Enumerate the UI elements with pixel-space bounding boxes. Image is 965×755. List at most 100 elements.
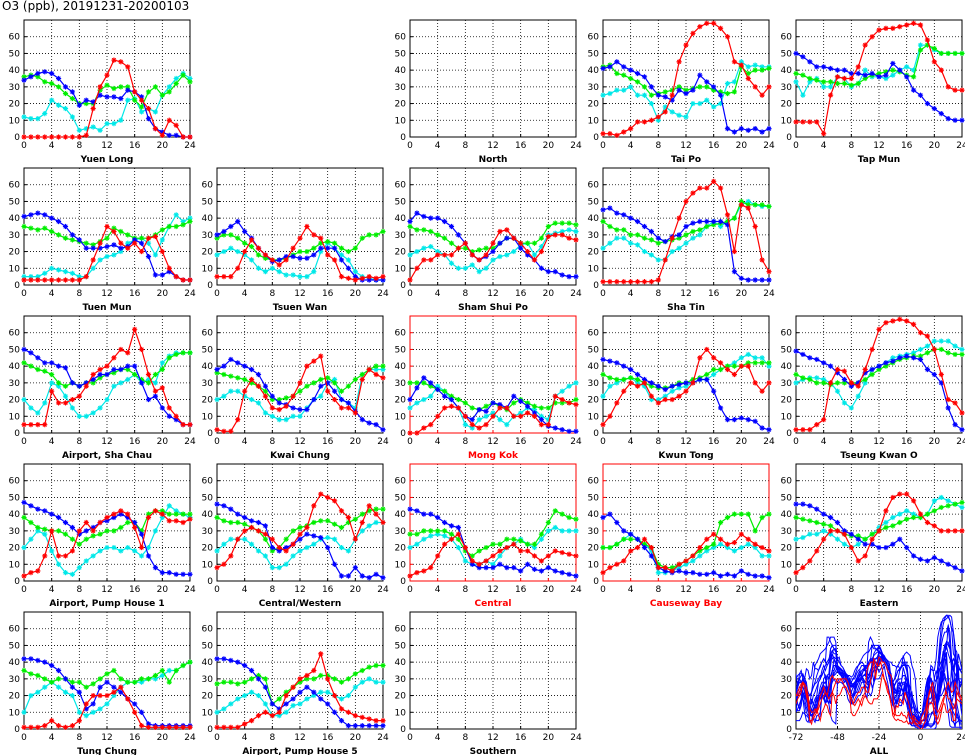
- data-point: [524, 252, 531, 258]
- data-point: [676, 59, 682, 65]
- data-point: [821, 511, 827, 517]
- data-point: [821, 360, 827, 366]
- x-tick-label: 0: [214, 733, 220, 743]
- data-point: [76, 718, 82, 724]
- data-point: [841, 380, 848, 386]
- data-point: [28, 536, 34, 542]
- panel-label: Yuen Long: [80, 155, 134, 165]
- data-point: [55, 383, 62, 389]
- y-tick-label: 40: [781, 362, 793, 372]
- x-tick-label: 20: [543, 437, 555, 447]
- data-point: [552, 232, 558, 238]
- data-point: [283, 257, 289, 263]
- data-point: [21, 213, 27, 220]
- y-tick-label: 0: [207, 725, 213, 735]
- data-point: [55, 134, 62, 140]
- data-point: [228, 724, 234, 730]
- data-point: [752, 573, 758, 579]
- data-point: [759, 425, 765, 431]
- data-point: [138, 346, 145, 353]
- x-tick-label: 20: [157, 141, 169, 151]
- data-point: [655, 570, 661, 576]
- data-point: [352, 274, 358, 280]
- panel-label: Causeway Bay: [650, 599, 722, 609]
- data-point: [690, 30, 696, 36]
- data-point: [538, 248, 545, 255]
- data-point: [455, 396, 462, 403]
- data-point: [910, 498, 917, 504]
- data-point: [441, 405, 448, 411]
- y-tick-label: 40: [395, 510, 407, 520]
- data-point: [173, 571, 179, 577]
- data-point: [945, 405, 951, 411]
- data-point: [159, 92, 165, 98]
- data-point: [290, 253, 296, 260]
- data-point: [552, 508, 558, 514]
- data-point: [380, 718, 386, 724]
- y-tick-label: 50: [202, 197, 214, 207]
- x-tick-label: 8: [848, 437, 854, 447]
- data-point: [214, 681, 220, 687]
- panel-label: Tuen Mun: [83, 303, 132, 313]
- data-point: [559, 396, 565, 403]
- data-point: [290, 684, 296, 690]
- data-point: [345, 692, 352, 699]
- data-point: [766, 575, 772, 581]
- data-point: [262, 269, 269, 275]
- data-point: [366, 523, 372, 529]
- data-point: [221, 706, 227, 712]
- data-point: [35, 227, 41, 233]
- data-point: [559, 427, 565, 433]
- data-point: [76, 237, 82, 243]
- data-point: [807, 119, 813, 125]
- y-tick-label: 40: [395, 362, 407, 372]
- y-tick-label: 60: [395, 329, 407, 339]
- data-point: [538, 536, 545, 542]
- data-point: [104, 528, 110, 534]
- data-point: [641, 380, 648, 386]
- data-point: [345, 723, 352, 729]
- data-point: [118, 524, 124, 531]
- data-point: [821, 376, 827, 383]
- data-point: [366, 232, 372, 238]
- data-point: [269, 701, 275, 707]
- data-point: [917, 556, 924, 562]
- data-point: [566, 528, 572, 534]
- data-point: [524, 410, 531, 416]
- data-point: [276, 548, 282, 554]
- data-point: [345, 676, 352, 682]
- data-point: [304, 544, 310, 551]
- data-point: [483, 544, 489, 551]
- data-point: [511, 565, 517, 571]
- data-point: [214, 501, 220, 507]
- data-point: [325, 380, 331, 386]
- data-point: [524, 240, 531, 246]
- data-point: [90, 242, 96, 248]
- data-point: [28, 671, 34, 677]
- data-point: [76, 274, 82, 280]
- data-point: [132, 709, 138, 715]
- x-tick-label: 0: [600, 437, 606, 447]
- series-blue: [600, 59, 772, 135]
- data-point: [159, 272, 165, 278]
- data-point: [566, 274, 572, 280]
- data-point: [325, 672, 331, 679]
- data-point: [827, 531, 834, 537]
- data-point: [97, 84, 103, 90]
- data-point: [759, 388, 765, 394]
- x-tick-label: 8: [462, 141, 468, 151]
- series-line-blue: [602, 61, 770, 133]
- data-point: [862, 366, 868, 373]
- x-tick-label: 16: [901, 437, 913, 447]
- data-point: [297, 407, 303, 413]
- data-point: [834, 366, 841, 373]
- data-point: [690, 220, 696, 226]
- data-point: [441, 252, 448, 258]
- data-point: [366, 274, 372, 280]
- data-point: [807, 59, 813, 65]
- data-point: [559, 400, 565, 406]
- data-point: [69, 723, 76, 729]
- data-point: [125, 97, 131, 103]
- data-point: [62, 570, 69, 576]
